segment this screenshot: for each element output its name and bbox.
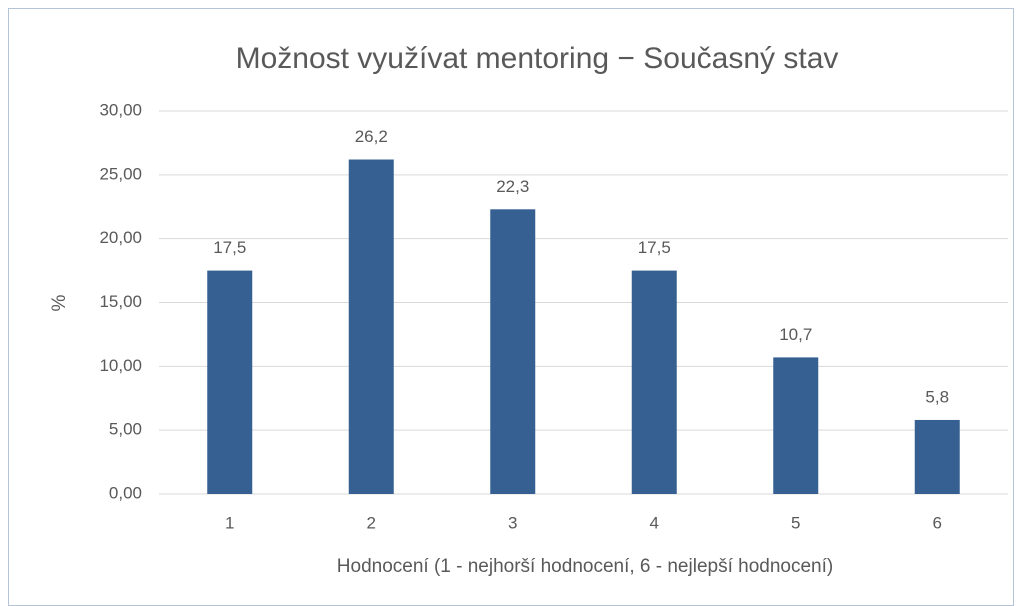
- x-axis-label: Hodnocení (1 - nejhorší hodnocení, 6 - n…: [337, 556, 833, 577]
- bar: [348, 159, 394, 494]
- y-tick-label: 30,00: [99, 100, 142, 119]
- bar: [914, 419, 960, 494]
- data-label: 5,8: [925, 387, 949, 406]
- chart-title: Možnost využívat mentoring − Současný st…: [236, 42, 839, 75]
- x-tick-label: 1: [225, 513, 234, 532]
- bar: [207, 270, 253, 494]
- y-tick-label: 20,00: [99, 228, 142, 247]
- data-label: 10,7: [779, 325, 812, 344]
- bar: [773, 357, 819, 494]
- x-tick-label: 5: [791, 513, 800, 532]
- data-label: 22,3: [496, 177, 529, 196]
- x-tick-label: 2: [367, 513, 376, 532]
- data-label: 17,5: [638, 238, 671, 257]
- x-tick-label: 4: [650, 513, 659, 532]
- y-tick-label: 5,00: [109, 420, 142, 439]
- bar: [631, 270, 677, 494]
- y-tick-label: 25,00: [99, 164, 142, 183]
- x-tick-label: 6: [933, 513, 942, 532]
- data-label: 17,5: [213, 238, 246, 257]
- data-label: 26,2: [355, 127, 388, 146]
- y-tick-label: 0,00: [109, 483, 142, 502]
- y-tick-label: 15,00: [99, 292, 142, 311]
- y-axis-label: %: [49, 294, 70, 311]
- bar: [490, 209, 536, 494]
- y-tick-label: 10,00: [99, 356, 142, 375]
- x-tick-label: 3: [508, 513, 517, 532]
